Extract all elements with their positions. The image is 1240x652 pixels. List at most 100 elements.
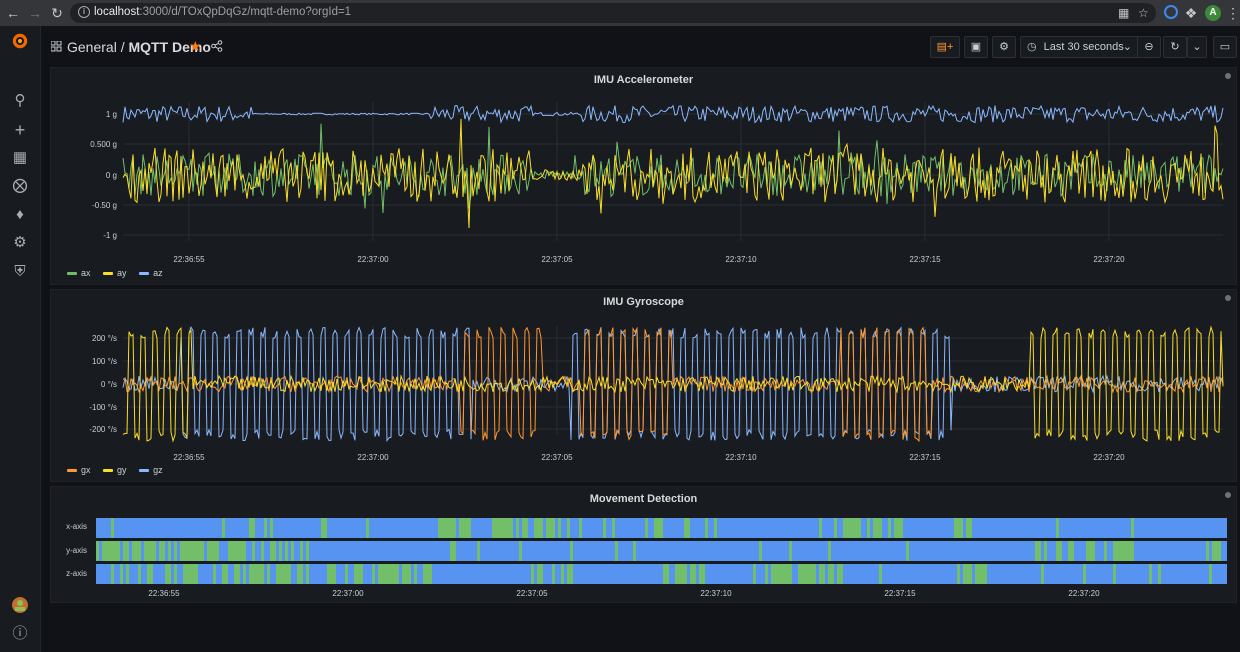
state-segment-movement <box>1215 541 1218 561</box>
legend-item-ay[interactable]: ay <box>103 268 127 278</box>
state-segment-movement <box>960 518 963 538</box>
refresh-button[interactable]: ↻ <box>1163 36 1187 58</box>
dashboard-title[interactable]: MQTT Demo <box>128 39 211 55</box>
add-panel-button[interactable]: ▤+ <box>930 36 960 58</box>
reload-icon[interactable]: ↻ <box>51 5 63 21</box>
legend-item-ax[interactable]: ax <box>67 268 91 278</box>
state-segment-movement <box>789 541 792 561</box>
x-tick-label: 22:36:55 <box>173 453 205 462</box>
state-segment-movement <box>306 541 309 561</box>
state-segment-movement <box>261 541 264 561</box>
x-tick-label: 22:37:10 <box>700 589 732 598</box>
state-segment-movement <box>102 541 105 561</box>
qr-code-icon[interactable]: ▦ <box>1118 6 1130 20</box>
state-segment-movement <box>492 518 495 538</box>
save-dashboard-button[interactable]: ▣ <box>964 36 988 58</box>
profile-avatar[interactable]: A <box>1205 5 1221 21</box>
back-arrow-icon[interactable]: ← <box>6 5 20 21</box>
tv-mode-button[interactable]: ▭ <box>1213 36 1237 58</box>
zoom-out-button[interactable]: ⊖ <box>1137 36 1161 58</box>
state-segment-movement <box>705 518 708 538</box>
state-segment-movement <box>225 564 228 584</box>
panel-status-icon <box>1225 492 1231 498</box>
puzzle-extensions-icon[interactable]: ❖ <box>1184 5 1198 21</box>
state-segment-movement <box>900 518 903 538</box>
state-segment-movement <box>264 518 267 538</box>
panel-title: IMU Accelerometer <box>593 74 694 86</box>
state-segment-movement <box>786 564 789 584</box>
movement-panel[interactable]: Movement Detection x-axis y-axis z-axis … <box>50 486 1237 603</box>
gyroscope-panel[interactable]: IMU Gyroscope 200 °/s 100 °/s 0 °/s -100 °/… <box>50 289 1237 482</box>
state-segment-movement <box>1212 541 1215 561</box>
x-tick-label: 22:37:10 <box>725 453 757 462</box>
breadcrumb-folder[interactable]: General <box>67 39 117 55</box>
extension-icon[interactable] <box>1164 5 1178 19</box>
state-segment-movement <box>387 564 390 584</box>
state-segment-movement <box>207 541 210 561</box>
state-segment-movement <box>105 541 108 561</box>
state-segment-movement <box>780 564 783 584</box>
state-segment-movement <box>360 564 363 584</box>
share-icon[interactable] <box>211 40 223 52</box>
y-tick-label: 0 °/s <box>101 380 117 389</box>
more-vert-icon[interactable]: ⋮ <box>1226 5 1240 21</box>
explore-compass-icon[interactable]: ⨂ <box>12 177 28 194</box>
help-icon[interactable]: ⓘ <box>12 625 28 642</box>
search-icon[interactable]: ⚲ <box>14 92 26 109</box>
legend-label: gy <box>117 465 127 475</box>
x-tick-label: 22:37:20 <box>1093 453 1125 462</box>
dashboards-grid-icon[interactable]: ▦ <box>12 149 28 166</box>
panel-title: IMU Gyroscope <box>603 296 684 308</box>
forward-arrow-icon[interactable]: → <box>28 5 42 21</box>
x-tick-label: 22:36:55 <box>173 255 205 264</box>
state-segment-movement <box>201 541 204 561</box>
y-tick-label: -1 g <box>103 231 117 240</box>
legend-item-gy[interactable]: gy <box>103 465 127 475</box>
favorite-star-icon[interactable]: ★ <box>189 38 202 54</box>
row-label-x: x-axis <box>66 522 87 531</box>
accelerometer-chart[interactable]: 1 g 0.500 g 0 g -0.50 g -1 g 22:36:55 22:37:00… <box>51 68 1236 284</box>
state-segment-movement <box>147 564 150 584</box>
state-segment-movement <box>288 564 291 584</box>
grafana-logo-icon[interactable] <box>11 32 29 50</box>
url-text: localhost:3000/d/TOxQpDqGz/mqtt-demo?org… <box>94 6 351 18</box>
movement-state-timeline[interactable]: 22:36:55 22:37:00 22:37:05 22:37:10 22:37:15… <box>51 487 1236 602</box>
state-segment-movement <box>354 564 357 584</box>
legend-item-gx[interactable]: gx <box>67 465 91 475</box>
refresh-interval-dropdown[interactable]: ⌄ <box>1187 36 1207 58</box>
settings-gear-icon[interactable]: ⚙ <box>13 234 27 251</box>
user-avatar[interactable] <box>10 596 30 616</box>
gyroscope-chart[interactable]: 200 °/s 100 °/s 0 °/s -100 °/s -200 °/s 22:36… <box>51 290 1236 481</box>
state-segment-movement <box>276 564 279 584</box>
state-segment-movement <box>267 564 270 584</box>
bookmark-star-icon[interactable]: ☆ <box>1138 6 1149 20</box>
time-range-picker[interactable]: ◷ Last 30 seconds ⌄ <box>1020 36 1139 58</box>
legend-item-az[interactable]: az <box>139 268 163 278</box>
state-segment-movement <box>567 564 570 584</box>
dashboard-settings-button[interactable]: ⚙ <box>992 36 1016 58</box>
shield-icon[interactable]: ⛨ <box>14 263 26 280</box>
state-segment-movement <box>255 564 258 584</box>
accelerometer-panel[interactable]: IMU Accelerometer 1 g 0.500 g 0 g -0.50 g -1… <box>50 67 1237 285</box>
plus-icon[interactable]: + <box>14 120 26 140</box>
state-segment-movement <box>126 541 129 561</box>
state-segment-movement <box>798 564 801 584</box>
row-label-y: y-axis <box>66 546 87 555</box>
info-icon[interactable]: i <box>78 6 90 18</box>
state-segment-movement <box>393 564 396 584</box>
legend-label: gz <box>153 465 163 475</box>
state-segment-movement <box>840 564 843 584</box>
x-tick-label: 22:37:20 <box>1068 589 1100 598</box>
state-segment-movement <box>210 541 213 561</box>
state-segment-movement <box>867 518 870 538</box>
alerting-bell-icon[interactable]: ♦ <box>16 206 24 223</box>
state-segment-movement <box>660 518 663 538</box>
state-segment-movement <box>180 541 183 561</box>
state-segment-movement <box>1071 541 1074 561</box>
address-bar[interactable]: i localhost:3000/d/TOxQpDqGz/mqtt-demo?o… <box>70 3 1156 23</box>
state-segment-movement <box>603 518 606 538</box>
series-gy-line <box>122 325 1224 443</box>
legend-item-gz[interactable]: gz <box>139 465 163 475</box>
state-segment-movement <box>189 564 192 584</box>
legend-label: gx <box>81 465 91 475</box>
